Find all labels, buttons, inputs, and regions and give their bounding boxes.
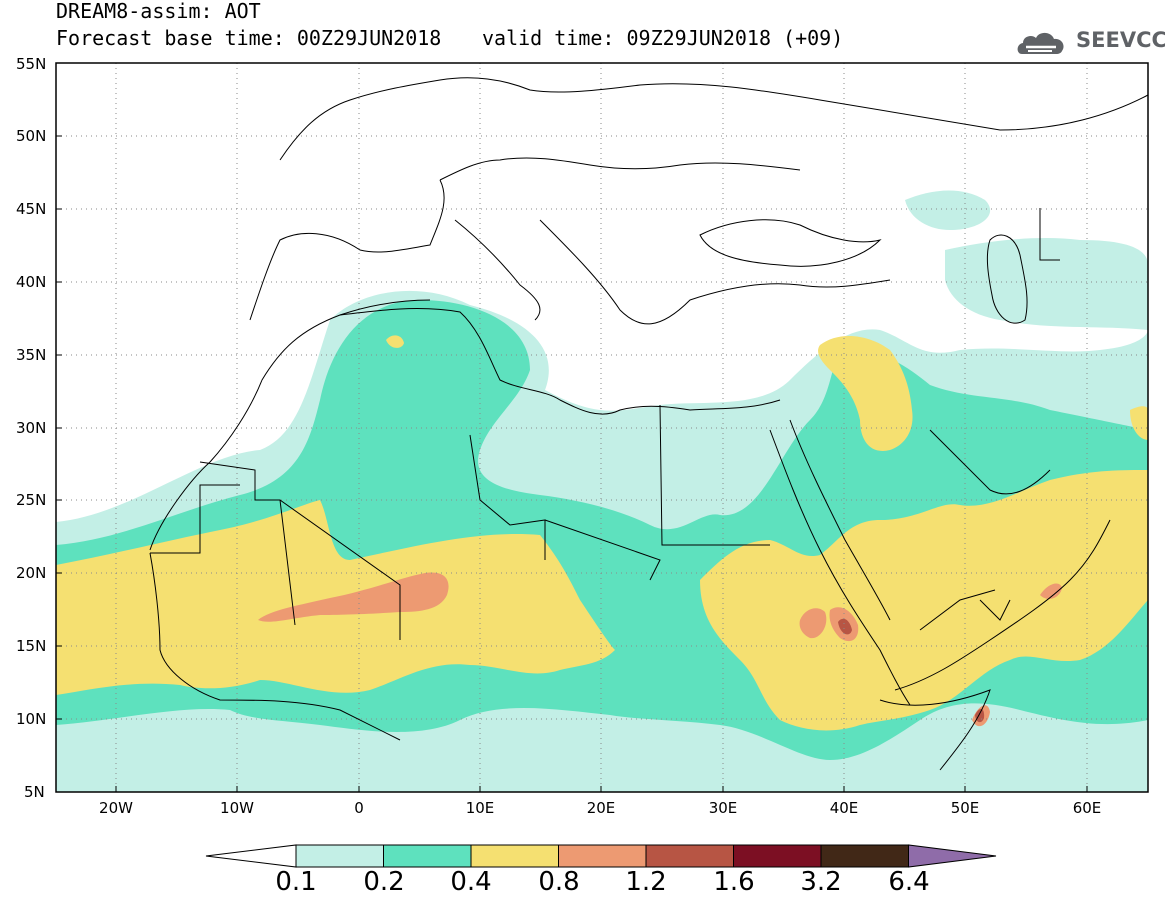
colorbar-label: 3.2 (800, 867, 842, 897)
lat-label: 25N (16, 491, 47, 509)
aot-band-0.8 (258, 572, 1062, 727)
forecast-base-time: Forecast base time: 00Z29JUN2018 (56, 26, 442, 50)
lon-label: 20E (586, 799, 616, 817)
lon-label: 30E (708, 799, 738, 817)
lat-label: 30N (16, 419, 47, 437)
lat-label: 40N (16, 273, 47, 291)
lon-label: 0 (354, 799, 364, 817)
cloud-logo-icon (1017, 32, 1064, 54)
valid-time: valid time: 09Z29JUN2018 (+09) (482, 26, 844, 50)
lat-label: 55N (16, 55, 47, 73)
colorbar-label: 1.2 (625, 867, 667, 897)
lon-label: 20W (99, 799, 133, 817)
lon-label: 60E (1072, 799, 1102, 817)
lat-label: 50N (16, 127, 47, 145)
colorbar-label: 6.4 (888, 867, 930, 897)
lat-lon-grid (56, 63, 1148, 792)
map-title: DREAM8-assim: AOT (56, 0, 261, 23)
coastlines-and-borders (149, 77, 1148, 771)
lat-label: 35N (16, 346, 47, 364)
lon-label: 10W (220, 799, 254, 817)
lon-label: 40E (829, 799, 859, 817)
colorbar-label: 0.1 (275, 867, 317, 897)
colorbar-label: 0.2 (363, 867, 405, 897)
lat-label: 15N (16, 637, 47, 655)
colorbar-label: 0.8 (538, 867, 580, 897)
lat-label: 45N (16, 200, 47, 218)
lat-label: 20N (16, 564, 47, 582)
lat-label: 5N (24, 783, 45, 801)
lon-label: 50E (950, 799, 980, 817)
colorbar-label: 0.4 (450, 867, 492, 897)
lat-label: 10N (16, 710, 47, 728)
logo-text: SEEVCCC (1076, 28, 1165, 52)
lon-label: 10E (465, 799, 495, 817)
colorbar-label: 1.6 (713, 867, 755, 897)
